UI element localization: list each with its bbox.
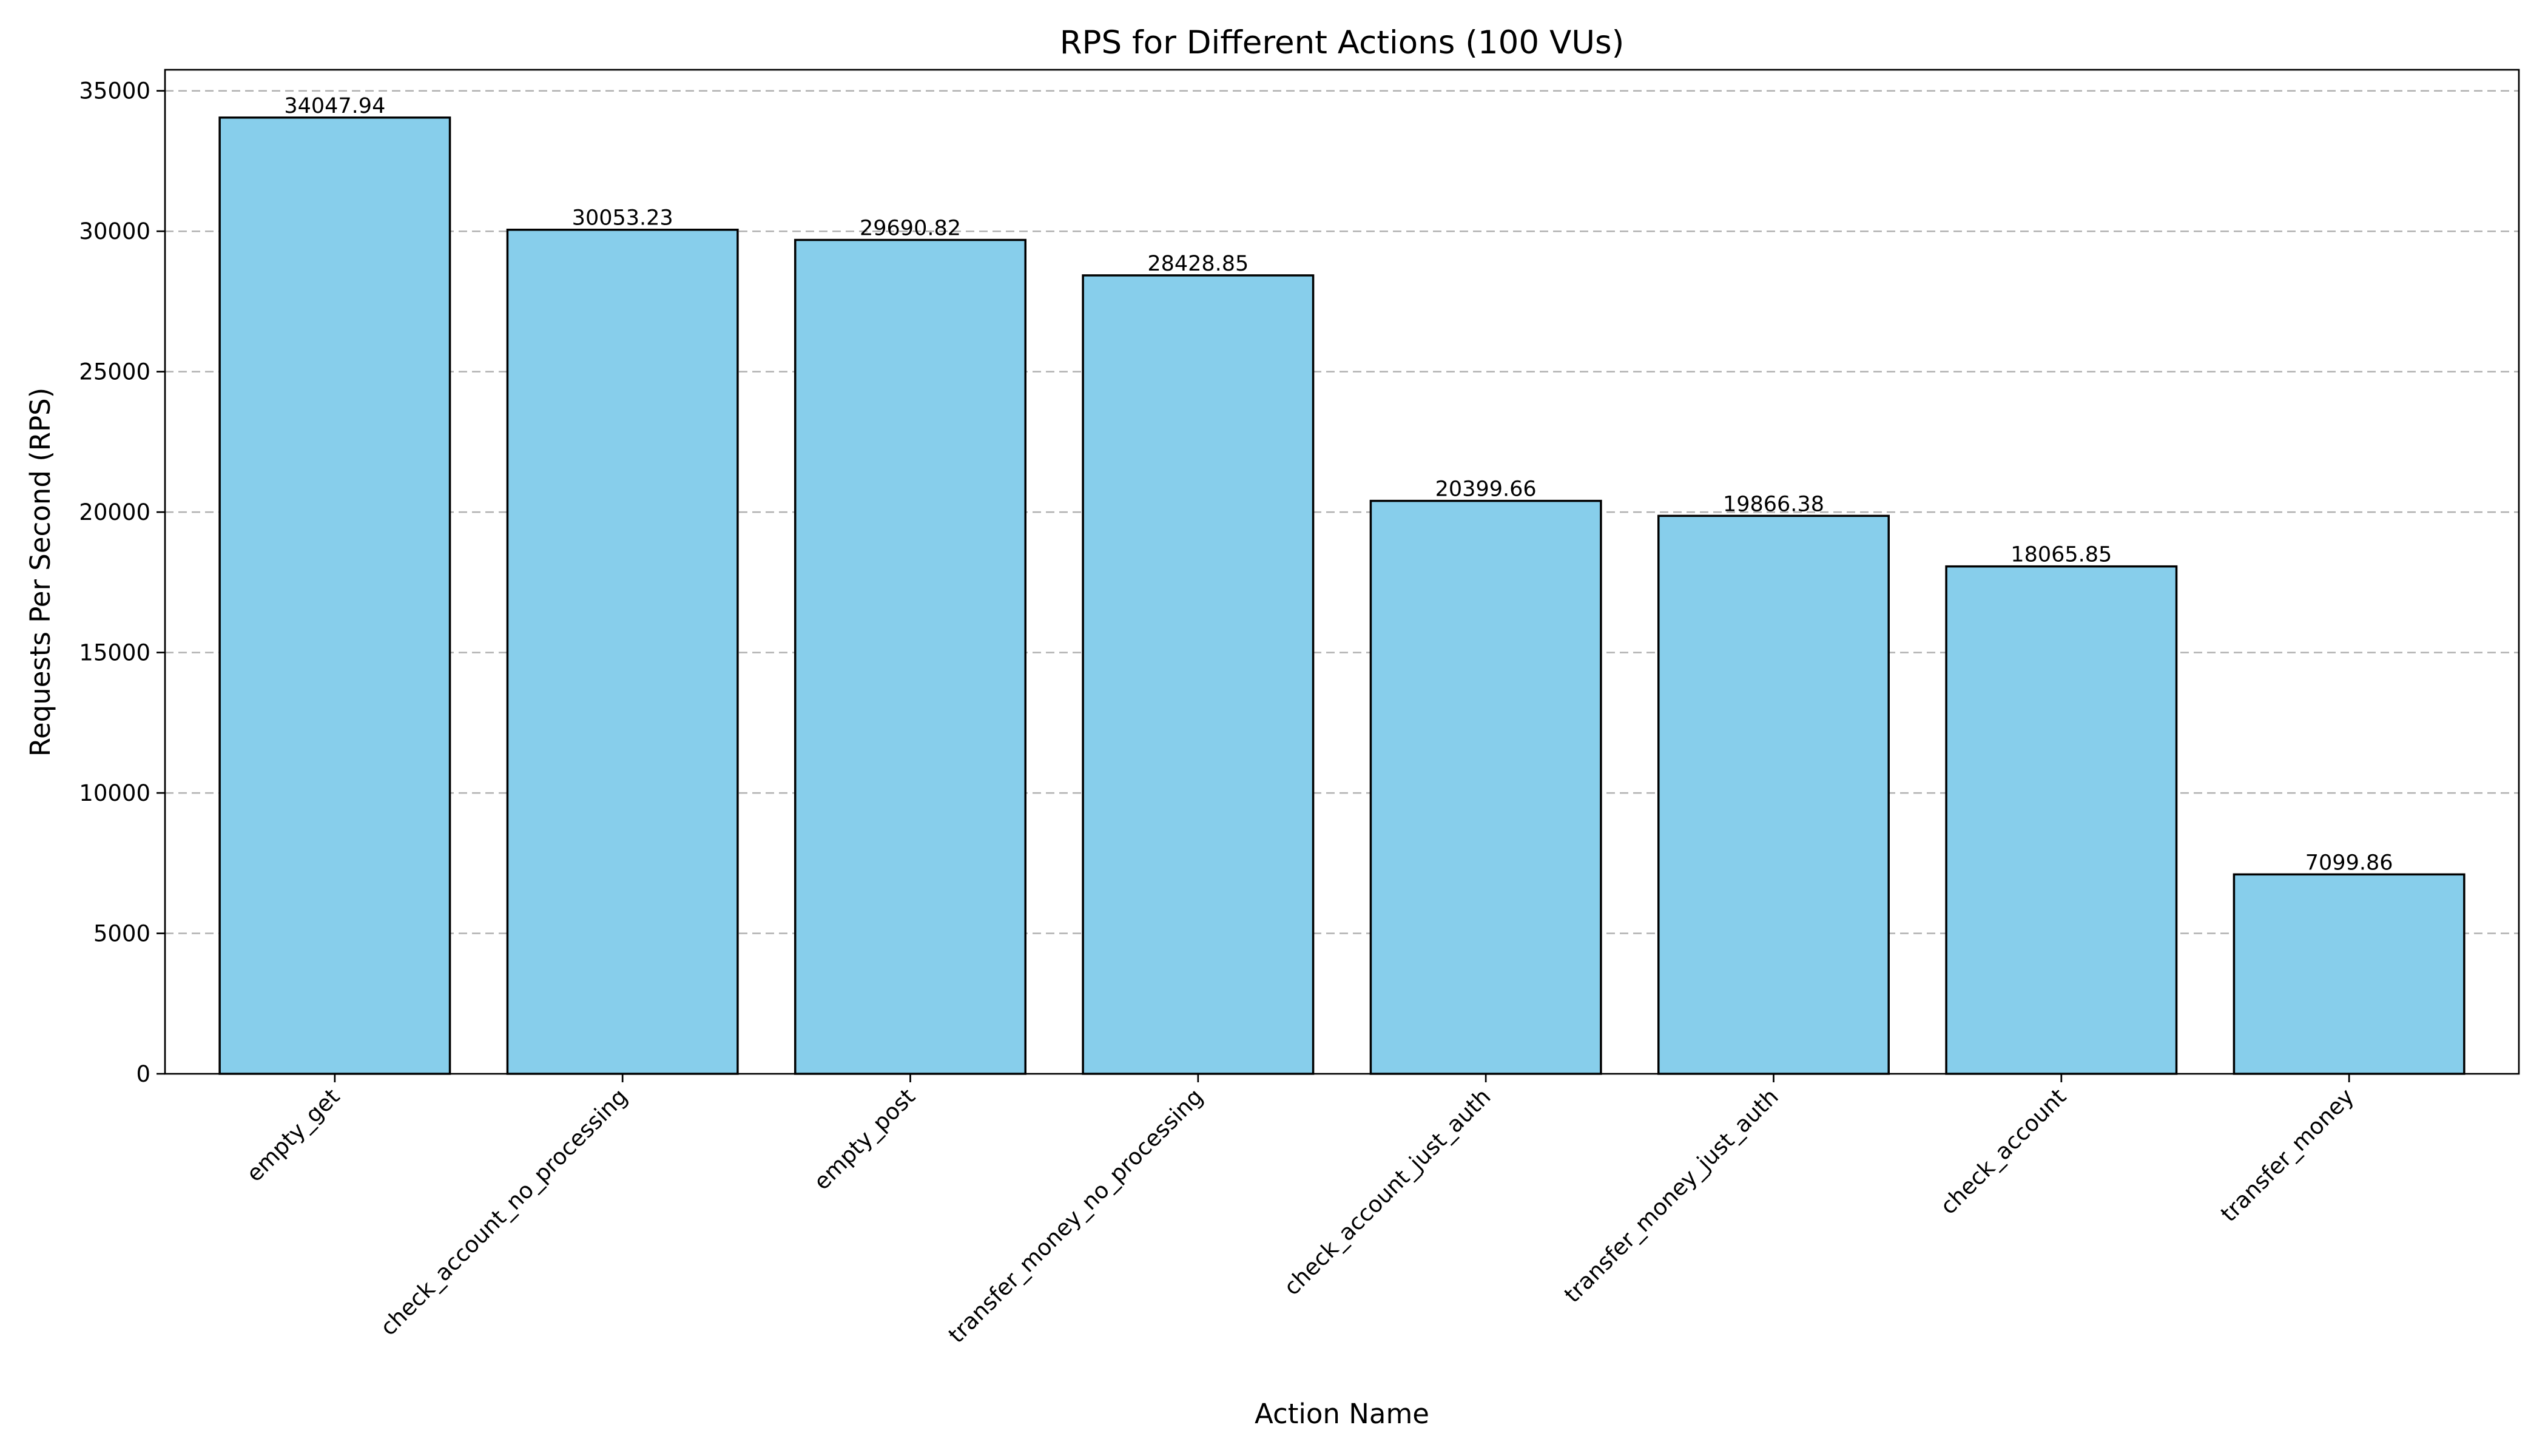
bar-transfer-money xyxy=(2233,873,2465,1075)
y-axis-label: Requests Per Second (RPS) xyxy=(24,388,56,757)
data-label: 29690.82 xyxy=(860,217,961,241)
y-tick-label: 0 xyxy=(136,1061,150,1087)
data-label: 18065.85 xyxy=(2010,543,2112,567)
plot-frame xyxy=(164,69,2520,1075)
y-tick-label: 15000 xyxy=(79,640,150,666)
chart-title: RPS for Different Actions (100 VUs) xyxy=(1060,24,1625,61)
data-labels: 34047.94 30053.23 29690.82 28428.85 20399.66… xyxy=(284,94,2393,875)
data-label: 28428.85 xyxy=(1147,252,1249,276)
data-label: 30053.23 xyxy=(572,206,673,231)
data-label: 34047.94 xyxy=(284,94,385,118)
bar-check-account-no-processing xyxy=(506,228,739,1075)
y-tick-label: 10000 xyxy=(79,780,150,806)
bar-transfer-money-no-processing xyxy=(1082,274,1315,1075)
bar-check-account xyxy=(1945,565,2178,1075)
bar-transfer-money-just-auth xyxy=(1657,514,1890,1075)
bar-empty-get xyxy=(218,116,451,1075)
y-tick-label: 35000 xyxy=(79,78,150,104)
data-label: 20399.66 xyxy=(1435,477,1537,502)
bar-empty-post xyxy=(794,238,1026,1075)
bar-check-account-just-auth xyxy=(1369,499,1602,1075)
y-tick-label: 25000 xyxy=(79,359,150,385)
y-tick-label: 20000 xyxy=(79,499,150,525)
data-label: 7099.86 xyxy=(2305,851,2393,875)
data-label: 19866.38 xyxy=(1723,492,1824,516)
y-tick-label: 30000 xyxy=(79,218,150,244)
x-axis-label: Action Name xyxy=(1255,1398,1429,1430)
y-axis-ticks: 0 5000 10000 15000 20000 25000 30000 35000 xyxy=(79,78,165,1087)
y-tick-label: 5000 xyxy=(93,921,150,947)
bars xyxy=(218,116,2465,1075)
